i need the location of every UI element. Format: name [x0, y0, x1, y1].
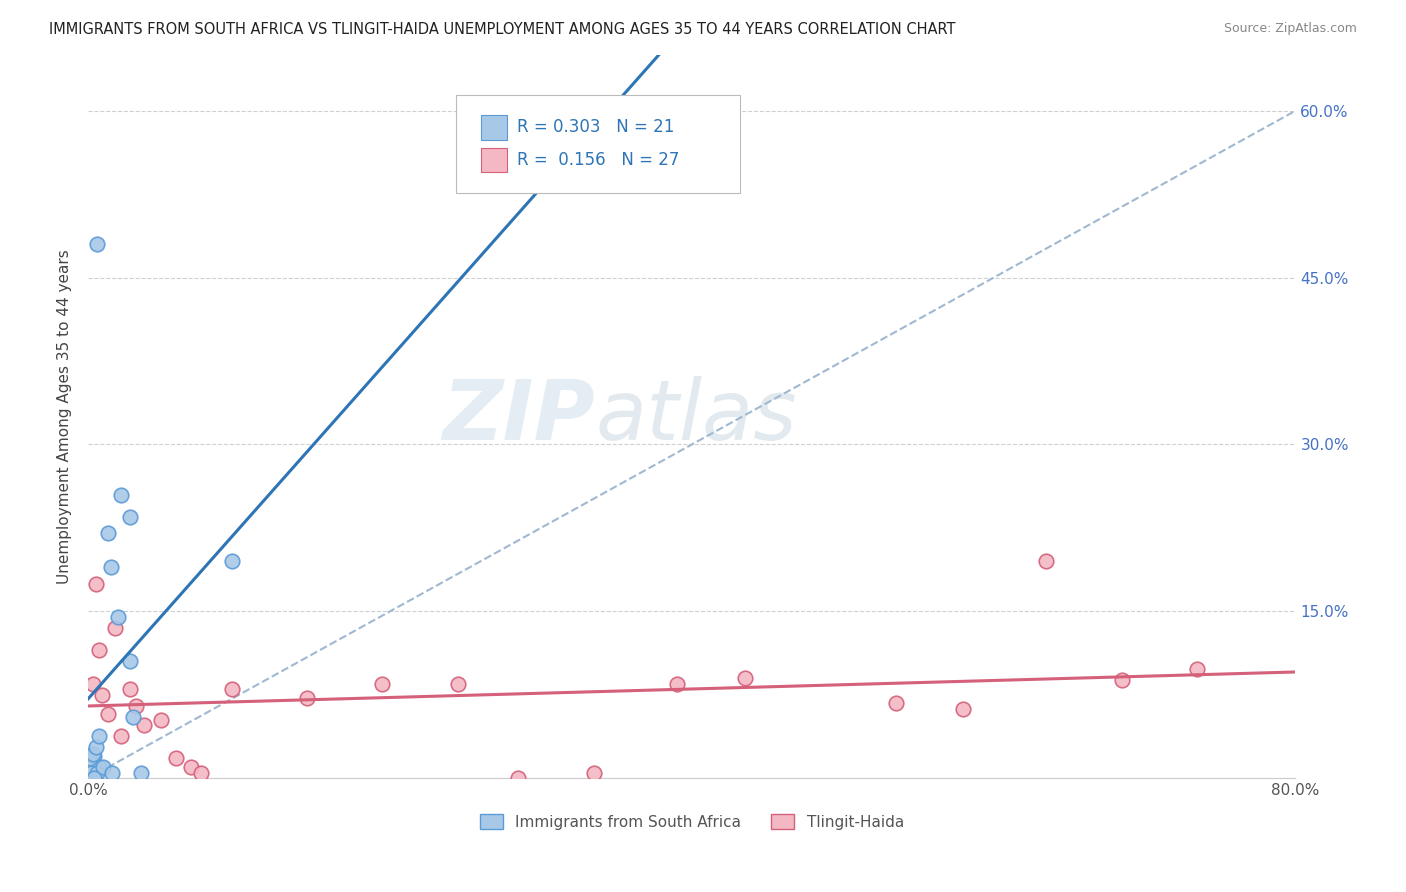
Point	[447, 676, 470, 690]
Point	[952, 702, 974, 716]
Point	[86, 765, 108, 780]
Text: R = 0.303   N = 21: R = 0.303 N = 21	[517, 119, 673, 136]
Point	[97, 526, 120, 541]
Point	[180, 760, 202, 774]
Point	[110, 487, 132, 501]
Point	[190, 765, 212, 780]
FancyBboxPatch shape	[481, 148, 508, 172]
Point	[101, 765, 124, 780]
Point	[149, 714, 172, 728]
Point	[91, 760, 114, 774]
Point	[97, 706, 120, 721]
Point	[165, 751, 187, 765]
Point	[79, 751, 101, 765]
Point	[221, 554, 243, 568]
Y-axis label: Unemployment Among Ages 35 to 44 years: Unemployment Among Ages 35 to 44 years	[58, 249, 72, 584]
Point	[221, 682, 243, 697]
Point	[129, 765, 152, 780]
Point	[104, 621, 127, 635]
Point	[82, 747, 104, 761]
Point	[84, 740, 107, 755]
Point	[86, 237, 108, 252]
Point	[84, 576, 107, 591]
FancyBboxPatch shape	[481, 115, 508, 140]
Text: IMMIGRANTS FROM SOUTH AFRICA VS TLINGIT-HAIDA UNEMPLOYMENT AMONG AGES 35 TO 44 Y: IMMIGRANTS FROM SOUTH AFRICA VS TLINGIT-…	[49, 22, 956, 37]
Point	[87, 729, 110, 743]
Text: ZIP: ZIP	[443, 376, 595, 458]
Point	[734, 671, 756, 685]
Point	[83, 749, 105, 764]
Point	[82, 676, 104, 690]
Point	[87, 643, 110, 657]
Point	[884, 696, 907, 710]
Point	[90, 688, 112, 702]
Point	[100, 559, 122, 574]
Point	[1111, 673, 1133, 688]
Point	[508, 771, 530, 785]
Point	[1187, 662, 1209, 676]
Point	[1035, 554, 1057, 568]
Point	[80, 765, 103, 780]
Point	[132, 718, 155, 732]
Point	[110, 729, 132, 743]
Legend: Immigrants from South Africa, Tlingit-Haida: Immigrants from South Africa, Tlingit-Ha…	[474, 807, 910, 836]
Point	[107, 610, 129, 624]
Text: atlas: atlas	[595, 376, 797, 458]
Point	[120, 509, 142, 524]
Point	[83, 771, 105, 785]
Point	[120, 654, 142, 668]
Point	[125, 698, 148, 713]
Point	[371, 676, 394, 690]
Point	[120, 682, 142, 697]
Point	[582, 765, 605, 780]
Point	[295, 691, 318, 706]
Point	[87, 760, 110, 774]
Text: Source: ZipAtlas.com: Source: ZipAtlas.com	[1223, 22, 1357, 36]
Point	[122, 710, 145, 724]
Point	[665, 676, 688, 690]
FancyBboxPatch shape	[457, 95, 740, 193]
Text: R =  0.156   N = 27: R = 0.156 N = 27	[517, 151, 679, 169]
